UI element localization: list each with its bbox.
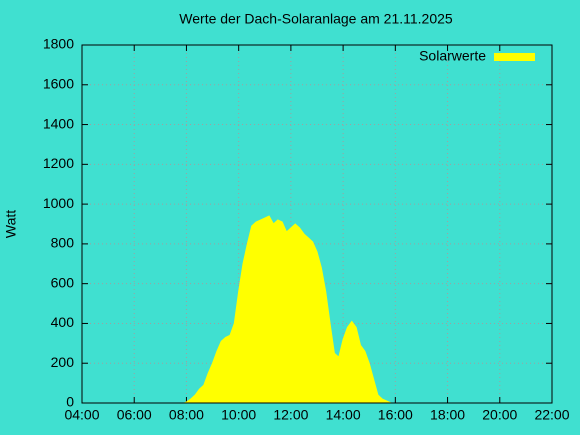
- x-tick-label: 20:00: [482, 407, 517, 423]
- y-tick-label: 200: [51, 354, 75, 370]
- x-tick-label: 14:00: [326, 407, 361, 423]
- y-tick-label: 600: [51, 274, 75, 290]
- x-tick-label: 08:00: [169, 407, 204, 423]
- x-tick-label: 22:00: [534, 407, 569, 423]
- x-tick-label: 18:00: [430, 407, 465, 423]
- x-tick-label: 16:00: [378, 407, 413, 423]
- area: [184, 215, 392, 404]
- y-tick-label: 400: [51, 314, 75, 330]
- y-tick-label: 1200: [43, 155, 74, 171]
- legend-swatch: [494, 53, 535, 61]
- y-tick-label: 0: [66, 394, 74, 410]
- legend-label: Solarwerte: [419, 48, 486, 64]
- chart-title: Werte der Dach-Solaranlage am 21.11.2025: [179, 11, 453, 27]
- x-tick-label: 06:00: [117, 407, 152, 423]
- y-axis-label: Watt: [3, 210, 19, 238]
- plot-border: [81, 44, 553, 404]
- x-tick-label: 12:00: [273, 407, 308, 423]
- y-tick-label: 1600: [43, 75, 74, 91]
- y-tick-label: 1400: [43, 115, 74, 131]
- y-tick-label: 1800: [43, 36, 74, 52]
- x-tick-label: 10:00: [221, 407, 256, 423]
- y-tick-label: 1000: [43, 195, 74, 211]
- y-tick-label: 800: [51, 235, 75, 251]
- x-tick-label: 04:00: [64, 407, 99, 423]
